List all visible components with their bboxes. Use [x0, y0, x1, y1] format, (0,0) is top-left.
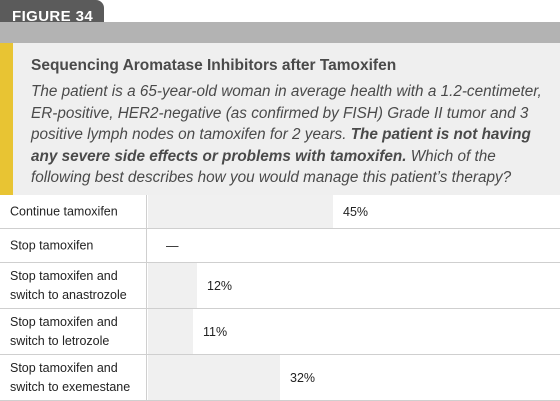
- category-label: Stop tamoxifen and switch to anastrozole: [10, 268, 127, 302]
- question-text-part1: The patient is a 65-year-old woman in av…: [31, 83, 542, 143]
- question-text: The patient is a 65-year-old woman in av…: [31, 81, 551, 189]
- category-cell: Stop tamoxifen and switch to exemestane: [0, 355, 147, 400]
- chart-row: Stop tamoxifen and switch to anastrozole…: [0, 263, 560, 309]
- figure-label: FIGURE 34: [12, 8, 94, 25]
- header-bar: [0, 22, 560, 43]
- bar: [148, 263, 197, 308]
- accent-stripe: [0, 43, 13, 195]
- value-label: 45%: [343, 204, 369, 219]
- category-cell: Stop tamoxifen and switch to anastrozole: [0, 263, 147, 308]
- bar: [148, 355, 280, 400]
- chart-row: Continue tamoxifen 45%: [0, 195, 560, 229]
- category-cell: Stop tamoxifen: [0, 229, 147, 262]
- category-label: Stop tamoxifen and switch to exemestane: [10, 360, 131, 394]
- category-label: Continue tamoxifen: [10, 204, 118, 218]
- chart-row: Stop tamoxifen —: [0, 229, 560, 263]
- bar: [148, 309, 193, 354]
- category-label: Stop tamoxifen: [10, 238, 94, 252]
- category-label: Stop tamoxifen and switch to letrozole: [10, 314, 118, 348]
- chart-row: Stop tamoxifen and switch to letrozole 11…: [0, 309, 560, 355]
- value-label: 11%: [203, 324, 228, 339]
- response-chart: Continue tamoxifen 45% Stop tamoxifen — Stop…: [0, 195, 560, 401]
- category-cell: Continue tamoxifen: [0, 195, 147, 228]
- question-panel: Sequencing Aromatase Inhibitors after Ta…: [0, 43, 560, 195]
- value-label: —: [166, 238, 179, 253]
- value-label: 32%: [290, 370, 316, 385]
- question-text-emphasis: The patient is not having any severe sid…: [31, 126, 531, 165]
- question-text-part2: Which of the following best describes ho…: [31, 147, 512, 187]
- value-label: 12%: [207, 278, 233, 293]
- question-title: Sequencing Aromatase Inhibitors after Ta…: [31, 57, 397, 74]
- bar: [148, 195, 333, 228]
- category-cell: Stop tamoxifen and switch to letrozole: [0, 309, 147, 354]
- chart-row: Stop tamoxifen and switch to exemestane 3…: [0, 355, 560, 401]
